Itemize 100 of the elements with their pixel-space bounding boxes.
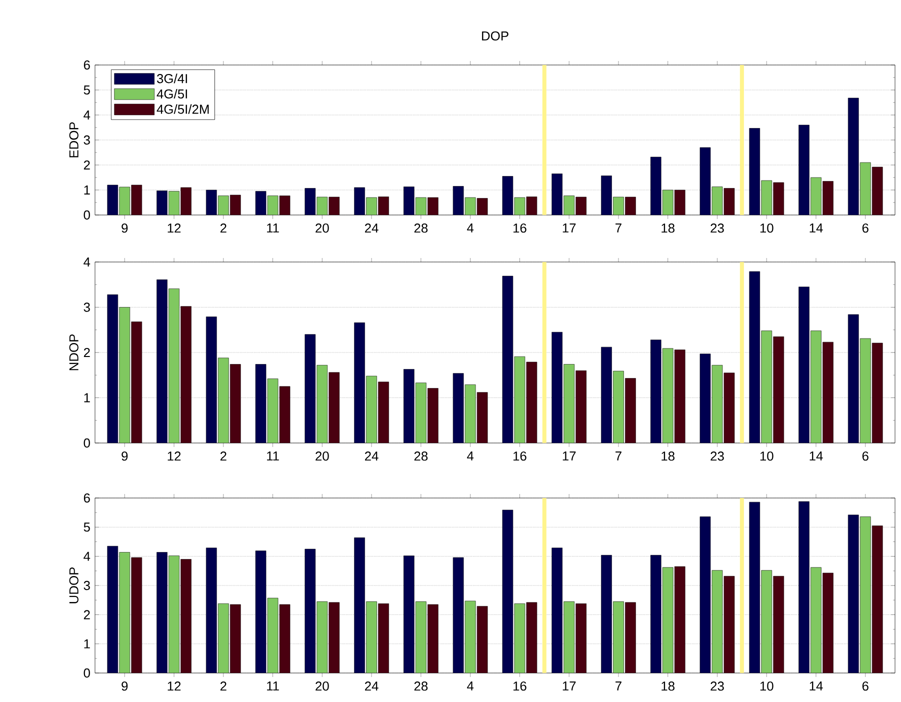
legend-label: 4G/5I <box>156 88 187 98</box>
x-tick-label: 6 <box>862 682 868 691</box>
x-tick-label: 10 <box>760 682 774 691</box>
x-tick-label: 20 <box>316 452 329 461</box>
bar <box>712 570 723 673</box>
bar <box>848 514 859 673</box>
bar <box>576 603 586 673</box>
y-axis-title: EDOP <box>69 122 78 158</box>
y-tick-label: 1 <box>84 639 90 648</box>
x-tick-label: 11 <box>267 224 279 232</box>
bar <box>168 556 180 673</box>
x-tick-label: 18 <box>662 682 674 691</box>
x-tick-label: 9 <box>122 682 128 691</box>
x-tick-label: 28 <box>414 452 428 461</box>
bar <box>255 550 266 673</box>
x-tick-label: 28 <box>414 224 428 233</box>
x-tick-label: 4 <box>467 452 474 460</box>
bar <box>674 566 686 673</box>
x-tick-label: 14 <box>810 452 823 460</box>
y-tick-label: 3 <box>84 302 90 312</box>
bar <box>230 604 241 673</box>
y-tick-label: 2 <box>84 160 90 170</box>
x-tick-label: 4 <box>467 224 474 232</box>
x-tick-label: 2 <box>220 682 226 691</box>
y-tick-label: 4 <box>84 552 90 561</box>
x-tick-label: 20 <box>316 224 329 233</box>
bar <box>613 601 624 673</box>
x-tick-label: 7 <box>616 682 622 690</box>
bar <box>366 601 377 673</box>
bar <box>662 567 674 673</box>
bar <box>564 601 574 673</box>
bar <box>502 510 514 673</box>
x-tick-label: 16 <box>513 224 526 233</box>
bar <box>798 501 810 673</box>
bar <box>218 603 229 673</box>
x-tick-label: 10 <box>760 452 774 461</box>
bar <box>107 546 118 673</box>
x-tick-label: 10 <box>760 224 774 233</box>
bar <box>601 555 612 673</box>
y-tick-label: 4 <box>84 258 90 266</box>
y-tick-label: 6 <box>84 60 90 70</box>
x-tick-label: 28 <box>414 682 428 691</box>
x-tick-label: 16 <box>513 452 526 461</box>
x-tick-label: 12 <box>168 452 181 461</box>
x-tick-label: 24 <box>365 452 378 461</box>
y-tick-label: 2 <box>84 610 90 620</box>
bar <box>761 570 772 673</box>
bar <box>131 557 142 673</box>
y-tick-label: 0 <box>84 668 90 678</box>
y-axis-title: UDOP <box>69 567 78 604</box>
y-tick-label: 1 <box>84 393 90 402</box>
bar <box>404 556 414 673</box>
bar <box>156 552 168 673</box>
chart-title: DOP <box>482 31 508 40</box>
x-tick-label: 2 <box>220 224 226 233</box>
x-tick-label: 9 <box>122 224 128 233</box>
y-tick-label: 0 <box>84 210 90 220</box>
x-tick-label: 23 <box>710 682 724 691</box>
bar <box>354 538 365 673</box>
x-tick-label: 23 <box>710 452 724 461</box>
bar <box>378 603 389 673</box>
x-tick-label: 6 <box>862 224 868 233</box>
bar <box>180 559 192 673</box>
bar <box>526 602 538 673</box>
x-tick-label: 11 <box>267 452 279 460</box>
x-tick-label: 14 <box>810 682 823 690</box>
x-tick-label: 16 <box>513 682 526 691</box>
bar <box>872 526 883 673</box>
y-tick-label: 2 <box>84 348 90 358</box>
bar <box>810 567 822 673</box>
bar <box>119 552 130 673</box>
x-tick-label: 18 <box>662 452 674 461</box>
bar <box>625 602 636 673</box>
bar <box>304 548 316 673</box>
x-tick-label: 9 <box>122 452 128 461</box>
y-tick-label: 3 <box>84 135 90 145</box>
x-tick-label: 18 <box>662 224 674 233</box>
x-tick-label: 17 <box>562 452 576 460</box>
x-tick-label: 17 <box>562 682 576 690</box>
bar <box>724 576 735 673</box>
x-tick-label: 24 <box>365 224 378 233</box>
legend-label: 4G/5I/2M <box>156 104 209 114</box>
bar <box>860 516 871 673</box>
bar <box>452 557 464 673</box>
y-tick-label: 0 <box>84 438 90 448</box>
x-tick-label: 7 <box>616 452 622 460</box>
legend-label: 3G/4I <box>156 74 187 84</box>
x-tick-label: 12 <box>168 224 181 233</box>
bar <box>822 572 834 673</box>
x-tick-label: 14 <box>810 224 823 232</box>
x-tick-label: 11 <box>267 682 279 690</box>
x-tick-label: 23 <box>710 224 724 233</box>
x-tick-label: 24 <box>365 682 378 691</box>
bar <box>328 602 340 673</box>
x-tick-label: 2 <box>220 452 226 461</box>
y-tick-label: 5 <box>84 522 90 532</box>
y-tick-label: 1 <box>84 186 90 194</box>
bar <box>700 516 711 673</box>
x-tick-label: 7 <box>616 224 622 232</box>
y-tick-label: 3 <box>84 580 90 590</box>
